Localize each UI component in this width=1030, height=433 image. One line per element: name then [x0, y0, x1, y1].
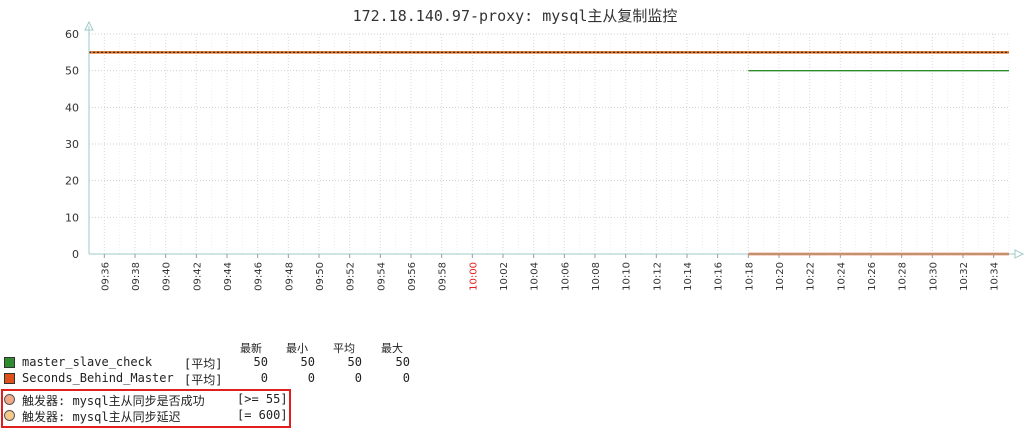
legend-agg: [平均] [184, 357, 223, 371]
x-tick-label: 10:08 [591, 262, 602, 291]
x-tick-label: 10:28 [898, 262, 909, 291]
trigger-name: 触发器: mysql主从同步延迟 [22, 410, 181, 424]
legend-item-seconds-behind-master: Seconds_Behind_Master [平均] 0 0 0 0 [4, 371, 424, 387]
trigger-condition: [= 600] [237, 408, 288, 422]
x-tick-label: 10:10 [622, 262, 633, 291]
x-tick-label: 10:12 [652, 262, 663, 291]
x-tick-label: 09:40 [162, 262, 173, 291]
x-tick-label: 10:00 [468, 262, 479, 291]
trigger-highlight-box [1, 389, 291, 428]
y-tick-label: 10 [65, 211, 79, 224]
legend-avg: 0 [354, 371, 362, 385]
x-tick-label: 09:48 [284, 262, 295, 291]
x-tick-label: 10:04 [530, 262, 541, 291]
x-tick-label: 10:24 [836, 262, 847, 291]
legend-header-last: 最新 [240, 342, 262, 355]
x-tick-label: 09:54 [376, 262, 387, 291]
y-tick-label: 0 [72, 248, 79, 261]
trigger-item-sync-success: 触发器: mysql主从同步是否成功 [>= 55] [4, 392, 294, 408]
x-tick-label: 09:46 [254, 262, 265, 291]
legend-item-master-slave-check: master_slave_check [平均] 50 50 50 50 [4, 355, 424, 371]
legend-max: 50 [395, 355, 410, 369]
legend-swatch [4, 373, 15, 384]
legend-max: 0 [402, 371, 410, 385]
legend-header: 最新 最小 平均 最大 [0, 340, 420, 356]
x-tick-label: 10:34 [990, 262, 1001, 291]
x-axis: 09:36 09:38 09:40 09:42 09:44 09:46 09:48 09:50… [100, 254, 1001, 291]
grid [88, 33, 1010, 254]
y-axis: 0 10 20 30 40 50 60 [65, 28, 79, 261]
legend-min: 0 [307, 371, 315, 385]
legend-last: 50 [253, 355, 268, 369]
trigger-dot-icon [4, 410, 15, 421]
x-tick-label: 10:14 [683, 262, 694, 291]
x-tick-label: 09:42 [192, 262, 203, 291]
y-tick-label: 60 [65, 28, 79, 41]
x-tick-label: 10:18 [744, 262, 755, 291]
x-tick-label: 10:06 [560, 262, 571, 291]
x-tick-label: 10:22 [806, 262, 817, 291]
legend-header-avg: 平均 [333, 342, 355, 355]
x-tick-label: 10:20 [775, 262, 786, 291]
trigger-condition: [>= 55] [237, 392, 288, 406]
legend-series-name: Seconds_Behind_Master [22, 371, 174, 385]
y-tick-label: 50 [65, 65, 79, 78]
legend-swatch [4, 357, 15, 368]
y-axis-arrow [84, 20, 94, 31]
x-tick-label: 09:56 [407, 262, 418, 291]
x-tick-label: 09:36 [100, 262, 111, 291]
trigger-dot-icon [4, 394, 15, 405]
x-tick-label: 10:16 [714, 262, 725, 291]
legend-avg: 50 [347, 355, 362, 369]
legend-series-name: master_slave_check [22, 355, 153, 369]
x-tick-label: 09:58 [438, 262, 449, 291]
legend-agg: [平均] [184, 373, 223, 387]
y-tick-label: 20 [65, 175, 79, 188]
legend-min: 50 [300, 355, 315, 369]
y-tick-label: 40 [65, 101, 79, 114]
x-tick-label: 09:52 [346, 262, 357, 291]
legend-last: 0 [260, 371, 268, 385]
chart-title: 172.18.140.97-proxy: mysql主从复制监控 [352, 7, 678, 25]
x-tick-label: 09:50 [315, 262, 326, 291]
x-tick-label: 09:38 [131, 262, 142, 291]
y-tick-label: 30 [65, 138, 79, 151]
x-tick-label: 10:02 [499, 262, 510, 291]
legend-header-min: 最小 [286, 342, 308, 355]
axes [84, 20, 1025, 259]
trigger-item-sync-delay: 触发器: mysql主从同步延迟 [= 600] [4, 408, 294, 424]
legend-header-max: 最大 [381, 342, 403, 355]
x-axis-arrow [1014, 249, 1025, 259]
x-tick-label: 10:30 [928, 262, 939, 291]
x-tick-label: 10:32 [959, 262, 970, 291]
x-tick-label: 09:44 [223, 262, 234, 291]
trigger-name: 触发器: mysql主从同步是否成功 [22, 394, 205, 408]
x-tick-label: 10:26 [867, 262, 878, 291]
